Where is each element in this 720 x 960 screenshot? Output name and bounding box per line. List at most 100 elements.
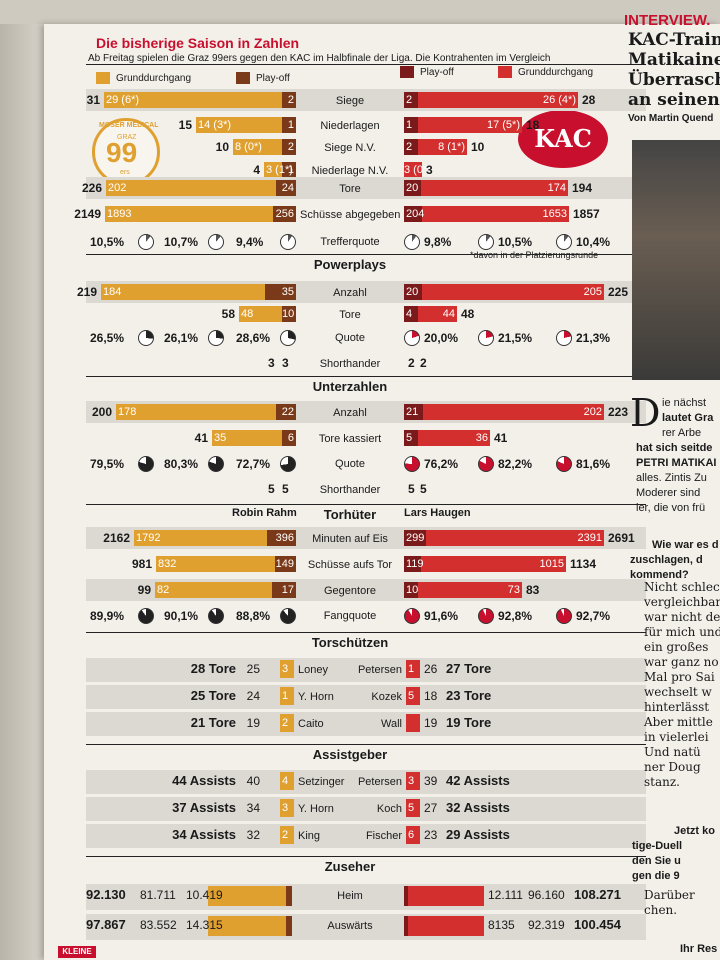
kac-percent: 21,5% (498, 331, 533, 345)
graz-pie-icon (280, 234, 296, 250)
legend-left-playoff: Play-off (256, 73, 290, 84)
kac-player-name: Koch (376, 803, 402, 815)
graz-percent: 26,5% (90, 331, 125, 345)
graz-playoff-value: 1 (287, 164, 294, 176)
bar-kac-attendance-po (404, 886, 408, 906)
graz-regular-value: 29 (6*) (106, 94, 140, 106)
bar-graz-playoff (267, 530, 296, 546)
graz-pie-icon (138, 330, 154, 346)
row-label: Auswärts (327, 920, 373, 932)
graz-regular-value: 14 (3*) (198, 119, 232, 131)
bar-kac-regular (426, 530, 604, 546)
row-label: Minuten auf Eis (312, 533, 388, 545)
row-label: Tore (339, 309, 361, 321)
row-label: Schüsse abgegeben (300, 209, 401, 221)
row-label: Anzahl (333, 407, 367, 419)
graz-player-bar (280, 714, 294, 732)
graz-player-po: 2 (282, 829, 289, 841)
kac-player-name: Wall (381, 718, 402, 730)
bar-graz-regular (233, 139, 282, 155)
graz-player-name: Caito (298, 718, 324, 730)
row-label: Niederlagen (320, 120, 380, 132)
graz-total-value: 200 (91, 405, 112, 419)
kac-pie-icon (404, 234, 420, 250)
kac-regular-value: 73 (507, 584, 520, 596)
graz-player-gd: 40 (246, 774, 260, 788)
bar-graz-attendance (208, 916, 286, 936)
page-fold (0, 24, 44, 960)
row-label: Shorthander (319, 484, 381, 496)
kac-player-total: 23 Tore (446, 688, 492, 703)
bar-graz-regular (106, 180, 276, 196)
graz-shorthander-gd: 5 (282, 482, 289, 496)
kac-pie-icon (478, 456, 494, 472)
sidebar-body-line: stanz. (644, 775, 680, 789)
bar-graz-regular (212, 430, 282, 446)
bar-kac-playoff (404, 180, 421, 196)
kac-shorthander: 5 (420, 482, 427, 496)
graz-regular-value: 178 (118, 406, 137, 418)
sidebar-question-line: den Sie u (632, 855, 681, 867)
kac-playoff-value: 119 (406, 558, 424, 570)
kac-player-gd: 23 (424, 828, 438, 842)
kac-percent: 21,3% (576, 331, 611, 345)
section-divider (86, 376, 646, 377)
graz-total-value: 58 (221, 307, 235, 321)
graz-total-value: 41 (194, 431, 208, 445)
sidebar-body-line: lautet Gra (662, 412, 714, 424)
sidebar-body-line: Mal pro Sai (644, 670, 715, 684)
sidebar-body-line: Aber mittle (644, 715, 713, 729)
sidebar-body-line: alles. Zintis Zu (636, 472, 707, 484)
graz-99ers-logo: MOSER MEDICAL GRAZ 99 ers (92, 118, 160, 186)
sidebar-body-line: Moderer sind (636, 487, 701, 499)
kac-playoff-value: 204 (406, 208, 425, 220)
graz-percent: 9,4% (236, 235, 264, 249)
sidebar-question-line: gen die 9 (632, 870, 680, 882)
graz-regular-value: 3 (1*) (266, 164, 293, 176)
graz-player-total: 44 Assists (172, 773, 236, 788)
kac-pie-icon (404, 456, 420, 472)
graz-percent: 26,1% (164, 331, 199, 345)
kac-percent: 20,0% (424, 331, 459, 345)
bar-kac-playoff (404, 206, 422, 222)
graz-regular-value: 1792 (136, 532, 161, 544)
kac-total-value: 194 (572, 181, 593, 195)
row-stripe (86, 824, 646, 848)
graz-playoff-value: 35 (281, 286, 294, 298)
row-stripe (86, 685, 646, 709)
row-label: Siege (335, 95, 365, 107)
kac-pie-icon (556, 608, 572, 624)
kac-playoff-value: 1 (406, 119, 413, 131)
bar-kac-playoff (404, 117, 418, 133)
graz-player-po: 4 (282, 775, 289, 787)
graz-pie-icon (208, 608, 224, 624)
row-label: Heim (337, 890, 363, 902)
sidebar-body-line: wechselt w (644, 685, 712, 699)
kac-total-value: 18 (526, 118, 540, 132)
kac-percent: 10,5% (498, 235, 533, 249)
graz-regular-value: 8 (0*) (235, 141, 262, 153)
kac-playoff-value: 20 (406, 182, 419, 194)
sidebar-question-line: zuschlagen, d (630, 554, 703, 566)
sidebar-body-line: hat sich seitde (636, 442, 713, 454)
kac-percent: 92,7% (576, 609, 611, 623)
graz-player-name: Setzinger (298, 776, 345, 788)
graz-player-gd: 25 (246, 662, 260, 676)
graz-pie-icon (280, 456, 296, 472)
kac-regular-value: 174 (547, 182, 566, 194)
bar-graz-regular (134, 530, 267, 546)
sidebar-body-line: ner Doug (644, 760, 701, 774)
section-torhueter-title: Torhüter (323, 507, 377, 522)
graz-regular-value: 202 (108, 182, 127, 194)
graz-player-name: Y. Horn (298, 803, 334, 815)
graz-shorthander: 5 (268, 482, 275, 496)
section-assistgeber-title: Assistgeber (312, 747, 388, 762)
graz-total-value: 2149 (74, 207, 101, 221)
bar-kac-regular (418, 117, 522, 133)
kac-pie-icon (404, 330, 420, 346)
kac-player-gd: 19 (424, 716, 438, 730)
kac-percent: 10,4% (576, 235, 611, 249)
kac-regular-value: 3 (0*) (404, 164, 431, 176)
section-divider (86, 504, 646, 505)
